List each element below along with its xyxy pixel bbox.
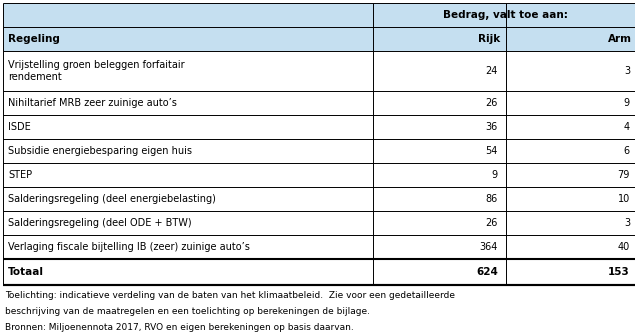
- Text: Nihiltarief MRB zeer zuinige auto’s: Nihiltarief MRB zeer zuinige auto’s: [8, 98, 177, 108]
- Bar: [506, 51, 635, 91]
- Text: 3: 3: [624, 218, 630, 228]
- Bar: [3, 115, 373, 139]
- Bar: [506, 115, 635, 139]
- Bar: [373, 139, 506, 163]
- Bar: [373, 3, 635, 27]
- Text: 3: 3: [624, 66, 630, 76]
- Bar: [3, 211, 373, 235]
- Text: ISDE: ISDE: [8, 122, 30, 132]
- Bar: [3, 3, 373, 27]
- Bar: [3, 27, 373, 51]
- Bar: [373, 51, 506, 91]
- Text: 4: 4: [624, 122, 630, 132]
- Text: Bedrag, valt toe aan:: Bedrag, valt toe aan:: [443, 10, 568, 20]
- Text: beschrijving van de maatregelen en een toelichting op berekeningen de bijlage.: beschrijving van de maatregelen en een t…: [5, 307, 370, 316]
- Bar: [3, 51, 373, 91]
- Bar: [373, 235, 506, 259]
- Bar: [506, 91, 635, 115]
- Bar: [3, 235, 373, 259]
- Text: Verlaging fiscale bijtelling IB (zeer) zuinige auto’s: Verlaging fiscale bijtelling IB (zeer) z…: [8, 242, 250, 252]
- Text: Salderingsregeling (deel ODE + BTW): Salderingsregeling (deel ODE + BTW): [8, 218, 192, 228]
- Bar: [506, 27, 635, 51]
- Text: STEP: STEP: [8, 170, 32, 180]
- Bar: [506, 259, 635, 285]
- Bar: [3, 139, 373, 163]
- Text: 624: 624: [476, 267, 498, 277]
- Text: Salderingsregeling (deel energiebelasting): Salderingsregeling (deel energiebelastin…: [8, 194, 216, 204]
- Text: Rijk: Rijk: [478, 34, 500, 44]
- Bar: [373, 115, 506, 139]
- Bar: [506, 139, 635, 163]
- Text: Regeling: Regeling: [8, 34, 60, 44]
- Text: 24: 24: [486, 66, 498, 76]
- Bar: [373, 27, 506, 51]
- Bar: [3, 259, 373, 285]
- Text: Totaal: Totaal: [8, 267, 44, 277]
- Bar: [3, 91, 373, 115]
- Text: Bronnen: Miljoenennota 2017, RVO en eigen berekeningen op basis daarvan.: Bronnen: Miljoenennota 2017, RVO en eige…: [5, 323, 354, 332]
- Bar: [506, 187, 635, 211]
- Text: Vrijstelling groen beleggen forfaitair
rendement: Vrijstelling groen beleggen forfaitair r…: [8, 60, 185, 82]
- Text: 36: 36: [486, 122, 498, 132]
- Bar: [3, 163, 373, 187]
- Text: Arm: Arm: [608, 34, 632, 44]
- Bar: [373, 259, 506, 285]
- Bar: [506, 211, 635, 235]
- Bar: [506, 163, 635, 187]
- Bar: [373, 91, 506, 115]
- Text: 153: 153: [608, 267, 630, 277]
- Text: 10: 10: [618, 194, 630, 204]
- Text: Subsidie energiebesparing eigen huis: Subsidie energiebesparing eigen huis: [8, 146, 192, 156]
- Text: 54: 54: [486, 146, 498, 156]
- Bar: [373, 211, 506, 235]
- Bar: [373, 187, 506, 211]
- Text: 6: 6: [624, 146, 630, 156]
- Bar: [506, 235, 635, 259]
- Text: 26: 26: [486, 98, 498, 108]
- Bar: [3, 187, 373, 211]
- Text: 86: 86: [486, 194, 498, 204]
- Text: 364: 364: [479, 242, 498, 252]
- Text: 9: 9: [492, 170, 498, 180]
- Text: 26: 26: [486, 218, 498, 228]
- Text: 9: 9: [624, 98, 630, 108]
- Text: 40: 40: [618, 242, 630, 252]
- Text: Toelichting: indicatieve verdeling van de baten van het klimaatbeleid.  Zie voor: Toelichting: indicatieve verdeling van d…: [5, 291, 455, 300]
- Bar: [373, 163, 506, 187]
- Text: 79: 79: [618, 170, 630, 180]
